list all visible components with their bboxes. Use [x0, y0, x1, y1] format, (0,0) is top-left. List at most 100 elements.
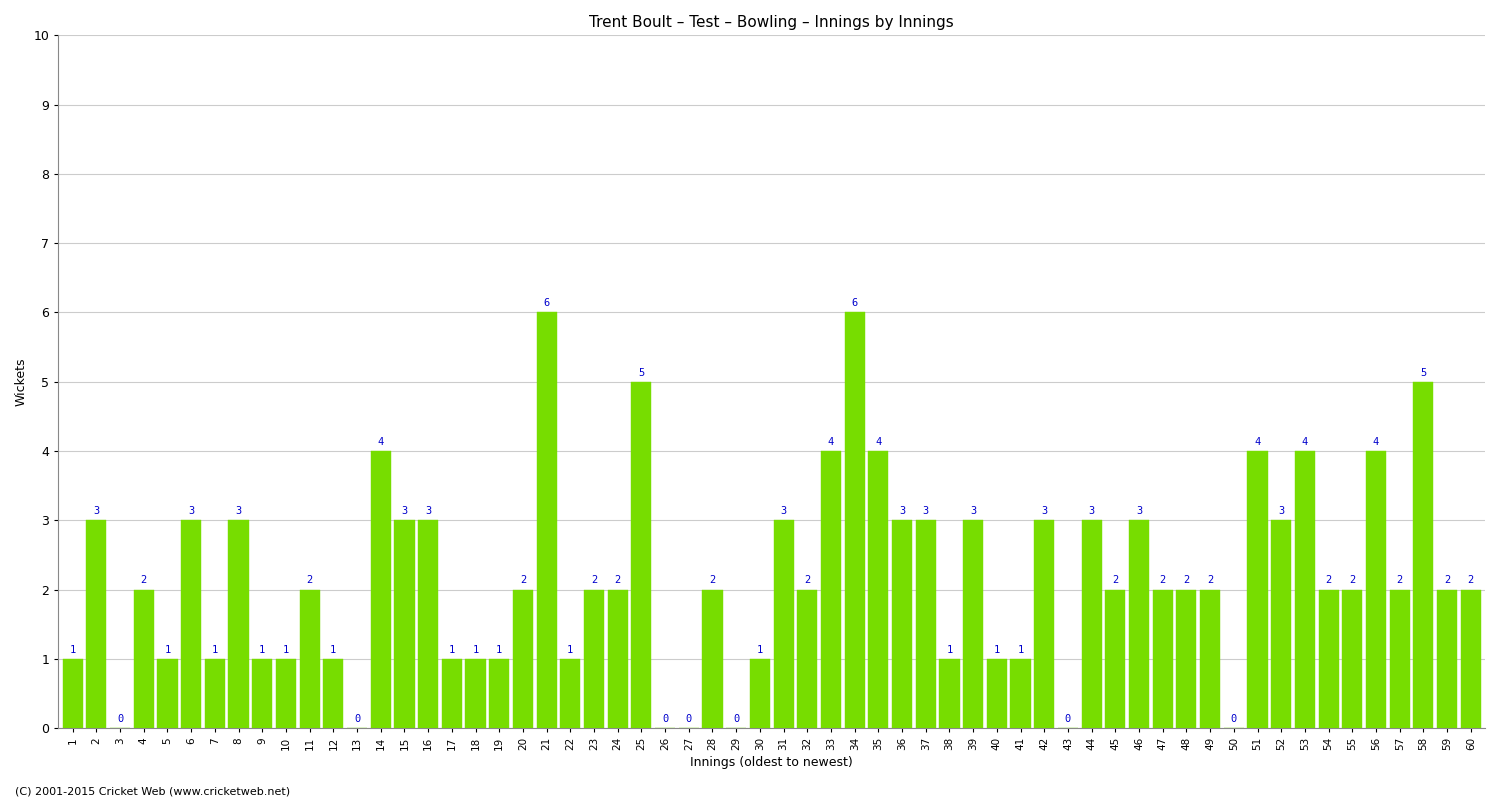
Bar — [537, 313, 556, 728]
Text: 2: 2 — [1467, 575, 1474, 586]
Bar — [489, 659, 510, 728]
Bar — [1413, 382, 1434, 728]
Bar — [158, 659, 177, 728]
Text: 6: 6 — [852, 298, 858, 308]
Bar — [513, 590, 532, 728]
Text: (C) 2001-2015 Cricket Web (www.cricketweb.net): (C) 2001-2015 Cricket Web (www.cricketwe… — [15, 786, 290, 796]
Text: 2: 2 — [1444, 575, 1450, 586]
Text: 2: 2 — [1396, 575, 1402, 586]
Bar — [465, 659, 486, 728]
Text: 1: 1 — [448, 645, 454, 654]
Text: 0: 0 — [1065, 714, 1071, 724]
Text: 4: 4 — [874, 437, 882, 447]
Bar — [1082, 520, 1101, 728]
Bar — [1389, 590, 1410, 728]
Bar — [370, 451, 392, 728]
Bar — [1461, 590, 1480, 728]
Title: Trent Boult – Test – Bowling – Innings by Innings: Trent Boult – Test – Bowling – Innings b… — [590, 15, 954, 30]
Text: 2: 2 — [615, 575, 621, 586]
Text: 3: 3 — [1089, 506, 1095, 516]
Text: 0: 0 — [354, 714, 360, 724]
Text: 1: 1 — [1017, 645, 1023, 654]
Bar — [63, 659, 82, 728]
Bar — [87, 520, 106, 728]
Text: 0: 0 — [117, 714, 123, 724]
Text: 1: 1 — [165, 645, 171, 654]
Bar — [702, 590, 723, 728]
Text: 1: 1 — [211, 645, 217, 654]
Text: 3: 3 — [970, 506, 976, 516]
Bar — [1106, 590, 1125, 728]
Text: 0: 0 — [734, 714, 740, 724]
Text: 4: 4 — [378, 437, 384, 447]
Bar — [1270, 520, 1292, 728]
Bar — [915, 520, 936, 728]
Text: 0: 0 — [686, 714, 692, 724]
Bar — [300, 590, 320, 728]
Text: 3: 3 — [1136, 506, 1142, 516]
Text: 2: 2 — [1184, 575, 1190, 586]
Text: 4: 4 — [1372, 437, 1378, 447]
Text: 1: 1 — [284, 645, 290, 654]
Bar — [1294, 451, 1316, 728]
Text: 2: 2 — [520, 575, 526, 586]
Text: 1: 1 — [472, 645, 478, 654]
Bar — [1366, 451, 1386, 728]
Bar — [276, 659, 296, 728]
Bar — [584, 590, 604, 728]
Bar — [394, 520, 414, 728]
Text: 3: 3 — [1041, 506, 1047, 516]
Bar — [560, 659, 580, 728]
Text: 5: 5 — [639, 367, 645, 378]
Text: 3: 3 — [93, 506, 99, 516]
Bar — [1011, 659, 1031, 728]
Text: 2: 2 — [710, 575, 716, 586]
Text: 2: 2 — [1112, 575, 1119, 586]
Bar — [796, 590, 818, 728]
Text: 3: 3 — [236, 506, 242, 516]
Text: 1: 1 — [330, 645, 336, 654]
Bar — [844, 313, 864, 728]
Text: 4: 4 — [1254, 437, 1260, 447]
Bar — [134, 590, 154, 728]
Text: 1: 1 — [946, 645, 952, 654]
Y-axis label: Wickets: Wickets — [15, 358, 28, 406]
Bar — [206, 659, 225, 728]
Text: 2: 2 — [1326, 575, 1332, 586]
Text: 2: 2 — [1160, 575, 1166, 586]
Text: 1: 1 — [69, 645, 76, 654]
Bar — [774, 520, 794, 728]
Text: 2: 2 — [591, 575, 597, 586]
Text: 3: 3 — [780, 506, 786, 516]
Bar — [1176, 590, 1197, 728]
Text: 5: 5 — [1420, 367, 1426, 378]
Bar — [892, 520, 912, 728]
Text: 3: 3 — [922, 506, 928, 516]
Bar — [419, 520, 438, 728]
Text: 3: 3 — [1278, 506, 1284, 516]
Bar — [868, 451, 888, 728]
Bar — [182, 520, 201, 728]
Text: 2: 2 — [804, 575, 810, 586]
Text: 1: 1 — [567, 645, 573, 654]
Bar — [1342, 590, 1362, 728]
Bar — [228, 520, 249, 728]
Bar — [632, 382, 651, 728]
Text: 1: 1 — [993, 645, 1000, 654]
Bar — [1318, 590, 1338, 728]
Bar — [252, 659, 273, 728]
Text: 6: 6 — [543, 298, 549, 308]
Text: 2: 2 — [1348, 575, 1356, 586]
Text: 4: 4 — [828, 437, 834, 447]
Bar — [1248, 451, 1268, 728]
Bar — [1200, 590, 1219, 728]
Text: 2: 2 — [141, 575, 147, 586]
Text: 1: 1 — [260, 645, 266, 654]
Bar — [750, 659, 770, 728]
Bar — [1437, 590, 1456, 728]
Text: 3: 3 — [188, 506, 195, 516]
Text: 3: 3 — [898, 506, 904, 516]
Text: 0: 0 — [1230, 714, 1238, 724]
Bar — [987, 659, 1006, 728]
Text: 2: 2 — [306, 575, 314, 586]
